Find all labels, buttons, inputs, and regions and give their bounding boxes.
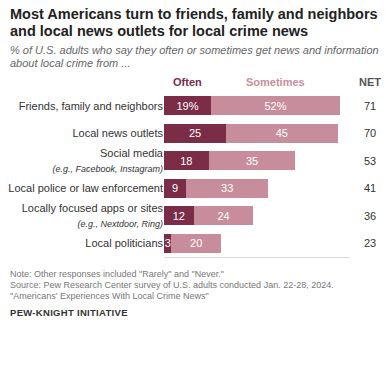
svg-text:35: 35 <box>246 155 258 167</box>
svg-text:53: 53 <box>364 155 376 167</box>
svg-text:Locally focused apps or sites(: Locally focused apps or sites(e.g., Next… <box>22 202 164 228</box>
html-text:% of U.S. adults who say they: % of U.S. adults who say they often or s… <box>10 44 379 69</box>
svg-text:3: 3 <box>165 237 171 249</box>
svg-text:NET: NET <box>359 76 381 88</box>
svg-text:36: 36 <box>364 210 376 222</box>
svg-text:52%: 52% <box>264 100 286 112</box>
svg-text:71: 71 <box>364 100 376 112</box>
svg-text:24: 24 <box>217 210 229 222</box>
svg-text:Friends, family and neighbors: Friends, family and neighbors <box>19 100 164 112</box>
svg-text:41: 41 <box>364 182 376 194</box>
svg-text:9: 9 <box>172 182 178 194</box>
svg-text:25: 25 <box>189 127 201 139</box>
svg-text:12: 12 <box>173 210 185 222</box>
svg-text:23: 23 <box>364 237 376 249</box>
svg-text:Local news outlets: Local news outlets <box>73 127 164 139</box>
html-text:Most Americans turn to friends: Most Americans turn to friends, family a… <box>10 6 378 39</box>
svg-text:45: 45 <box>276 127 288 139</box>
html-text:Source: Pew Research Center su: Source: Pew Research Center survey of U.… <box>10 280 334 290</box>
svg-text:Sometimes: Sometimes <box>246 76 305 88</box>
svg-text:Often: Often <box>173 76 202 88</box>
svg-text:33: 33 <box>221 182 233 194</box>
svg-text:20: 20 <box>190 237 202 249</box>
svg-text:Local politicians: Local politicians <box>85 237 163 249</box>
svg-text:19%: 19% <box>176 100 198 112</box>
html-text:Note: Other responses included: Note: Other responses included "Rarely" … <box>10 269 224 279</box>
html-text:"Americans' Experiences With L: "Americans' Experiences With Local Crime… <box>10 291 209 301</box>
svg-text:Local police or law enforcemen: Local police or law enforcement <box>8 182 163 194</box>
svg-text:70: 70 <box>364 127 376 139</box>
html-text:PEW-KNIGHT INITIATIVE: PEW-KNIGHT INITIATIVE <box>10 307 128 318</box>
svg-text:Social media(e.g., Facebook, I: Social media(e.g., Facebook, Instagram) <box>52 147 163 173</box>
svg-text:18: 18 <box>180 155 192 167</box>
